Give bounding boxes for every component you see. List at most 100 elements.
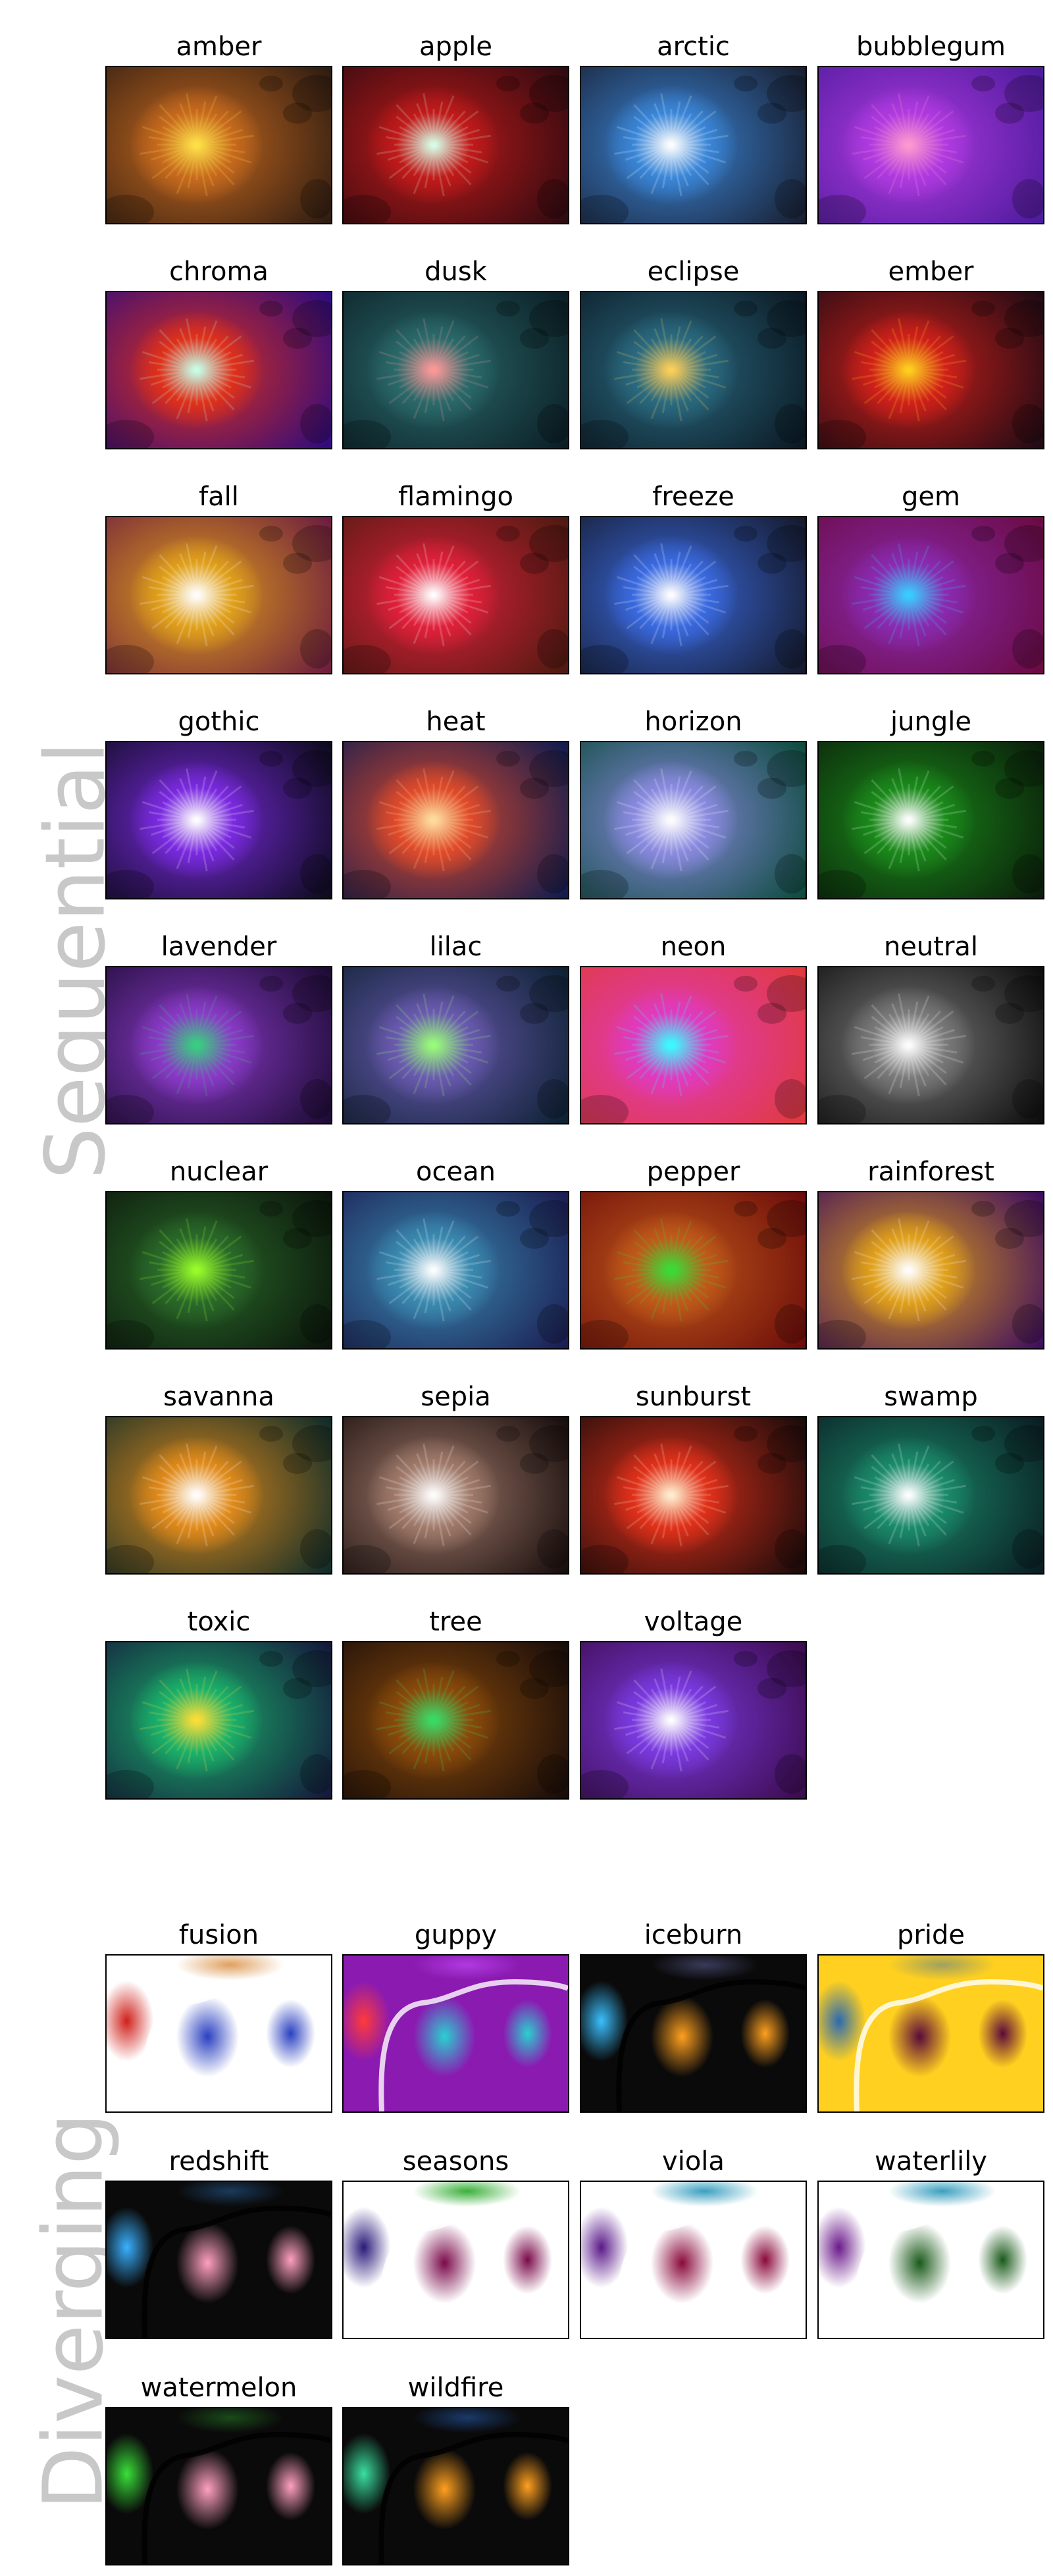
colormap-cell-seasons: seasons (342, 2146, 569, 2339)
colormap-title: gem (902, 482, 960, 512)
colormap-cell-rainforest: rainforest (817, 1157, 1044, 1350)
colormap-cell-sepia: sepia (342, 1382, 569, 1575)
colormap-cell-eclipse: eclipse (580, 257, 807, 449)
colormap-preview-image (105, 966, 332, 1124)
colormap-preview-image (580, 741, 807, 899)
colormap-title: savanna (163, 1382, 274, 1412)
colormap-cell-redshift: redshift (105, 2146, 332, 2339)
colormap-title: lilac (429, 932, 482, 962)
colormap-title: neon (660, 932, 727, 962)
colormap-title: guppy (414, 1920, 498, 1950)
colormap-title: tree (429, 1607, 482, 1637)
colormap-title: viola (662, 2146, 725, 2177)
colormap-title: freeze (652, 482, 734, 512)
colormap-title: sepia (421, 1382, 491, 1412)
colormap-preview-image (105, 291, 332, 449)
colormap-cell-ember: ember (817, 257, 1044, 449)
colormap-title: seasons (402, 2146, 509, 2177)
colormap-preview-image (105, 741, 332, 899)
colormap-title: horizon (644, 707, 742, 737)
colormap-cell-watermelon: watermelon (105, 2373, 332, 2565)
colormap-cell-amber: amber (105, 32, 332, 224)
colormap-title: chroma (169, 257, 269, 287)
colormap-cell-horizon: horizon (580, 707, 807, 899)
colormap-cell-lilac: lilac (342, 932, 569, 1124)
colormap-title: iceburn (644, 1920, 743, 1950)
colormap-cell-waterlily: waterlily (817, 2146, 1044, 2339)
colormap-cell-bubblegum: bubblegum (817, 32, 1044, 224)
colormap-cell-ocean: ocean (342, 1157, 569, 1350)
colormap-title: wildfire (407, 2373, 504, 2403)
colormap-title: jungle (890, 707, 971, 737)
colormap-title: lavender (161, 932, 277, 962)
colormap-title: neutral (883, 932, 979, 962)
colormap-preview-image (580, 1191, 807, 1350)
section-label-diverging: Diverging (26, 2112, 122, 2510)
colormap-preview-image (580, 1954, 807, 2113)
colormap-title: sunburst (635, 1382, 752, 1412)
colormap-preview-image (342, 2407, 569, 2565)
colormap-title: voltage (644, 1607, 743, 1637)
colormap-title: rainforest (867, 1157, 994, 1187)
colormap-cell-apple: apple (342, 32, 569, 224)
colormap-title: nuclear (169, 1157, 269, 1187)
colormap-cell-tree: tree (342, 1607, 569, 1800)
colormap-title: pride (897, 1920, 965, 1950)
colormap-title: redshift (168, 2146, 269, 2177)
colormap-title: ember (888, 257, 974, 287)
colormap-preview-image (342, 291, 569, 449)
colormap-cell-nuclear: nuclear (105, 1157, 332, 1350)
colormap-preview-image (105, 1954, 332, 2113)
colormap-preview-image (105, 1641, 332, 1800)
colormap-cell-neutral: neutral (817, 932, 1044, 1124)
colormap-preview-image (105, 2407, 332, 2565)
colormap-preview-image (580, 516, 807, 674)
colormap-preview-image (580, 291, 807, 449)
colormap-preview-image (817, 516, 1044, 674)
colormap-preview-image (105, 2181, 332, 2339)
colormap-preview-image (817, 66, 1044, 224)
colormap-preview-image (580, 2181, 807, 2339)
colormap-cell-viola: viola (580, 2146, 807, 2339)
colormap-preview-image (105, 1416, 332, 1575)
colormap-preview-image (580, 1641, 807, 1800)
colormap-title: ocean (416, 1157, 496, 1187)
colormap-preview-image (580, 66, 807, 224)
colormap-preview-image (342, 1191, 569, 1350)
colormap-preview-image (105, 516, 332, 674)
colormap-title: toxic (187, 1607, 251, 1637)
colormap-cell-chroma: chroma (105, 257, 332, 449)
colormap-cell-pepper: pepper (580, 1157, 807, 1350)
colormap-title: bubblegum (856, 32, 1006, 62)
colormap-cell-dusk: dusk (342, 257, 569, 449)
colormap-cell-savanna: savanna (105, 1382, 332, 1575)
colormap-preview-image (342, 1954, 569, 2113)
section-label-sequential: Sequential (28, 741, 124, 1180)
colormap-cell-swamp: swamp (817, 1382, 1044, 1575)
colormap-cell-sunburst: sunburst (580, 1382, 807, 1575)
colormap-cell-fusion: fusion (105, 1920, 332, 2113)
colormap-title: amber (176, 32, 262, 62)
colormap-title: waterlily (875, 2146, 987, 2177)
colormap-cell-arctic: arctic (580, 32, 807, 224)
colormap-title: swamp (884, 1382, 978, 1412)
colormap-preview-image (342, 516, 569, 674)
colormap-preview-image (342, 966, 569, 1124)
colormap-title: apple (419, 32, 492, 62)
colormap-cell-toxic: toxic (105, 1607, 332, 1800)
colormap-preview-image (817, 1416, 1044, 1575)
colormap-title: heat (426, 707, 486, 737)
colormap-title: gothic (178, 707, 260, 737)
colormap-preview-image (817, 966, 1044, 1124)
colormap-cell-guppy: guppy (342, 1920, 569, 2113)
colormap-cell-freeze: freeze (580, 482, 807, 674)
colormap-cell-heat: heat (342, 707, 569, 899)
colormap-cell-lavender: lavender (105, 932, 332, 1124)
colormap-title: watermelon (140, 2373, 297, 2403)
colormap-cell-wildfire: wildfire (342, 2373, 569, 2565)
colormap-preview-image (580, 966, 807, 1124)
colormap-preview-image (817, 1191, 1044, 1350)
colormap-title: pepper (646, 1157, 740, 1187)
colormap-preview-image (342, 1416, 569, 1575)
colormap-preview-image (342, 1641, 569, 1800)
